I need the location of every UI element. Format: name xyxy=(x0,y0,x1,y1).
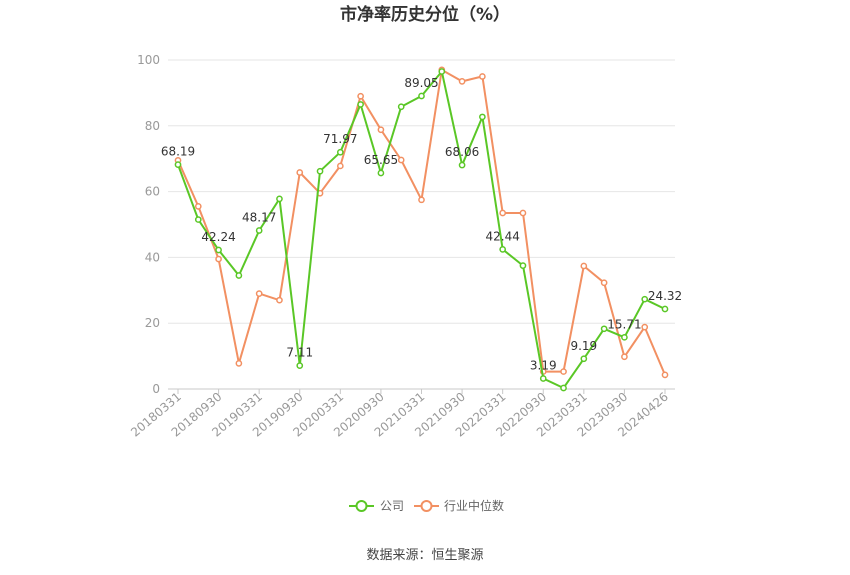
legend-label: 行业中位数 xyxy=(444,498,504,513)
data-point[interactable] xyxy=(215,246,222,254)
data-label: 9.19 xyxy=(570,339,597,353)
data-point[interactable] xyxy=(357,101,364,108)
data-point[interactable] xyxy=(174,161,182,169)
data-point[interactable] xyxy=(235,272,243,279)
data-label: 24.32 xyxy=(648,289,682,303)
legend-swatch-marker xyxy=(355,500,368,512)
data-labels: 68.19 42.24 48.17 7.11 71.97 65.65 89.05 68.06 4… xyxy=(161,76,682,372)
data-label: 48.17 xyxy=(242,211,276,225)
data-point[interactable] xyxy=(296,362,304,369)
grid xyxy=(168,59,675,324)
data-point[interactable] xyxy=(580,355,588,363)
data-point[interactable] xyxy=(215,255,222,263)
chart-title: 市净率历史分位（%） xyxy=(340,4,510,25)
data-point[interactable] xyxy=(519,262,527,269)
data-point[interactable] xyxy=(600,279,608,287)
series-layer xyxy=(174,66,669,392)
data-point[interactable] xyxy=(377,169,385,177)
legend-label: 公司 xyxy=(380,499,404,513)
data-label: 15.71 xyxy=(607,317,641,331)
data-label: 3.19 xyxy=(530,359,557,373)
data-label: 42.44 xyxy=(485,229,519,243)
axes: 0204060801002018033120180930201903312019… xyxy=(128,53,675,440)
data-point[interactable] xyxy=(661,305,669,313)
data-point[interactable] xyxy=(479,73,486,80)
data-point[interactable] xyxy=(276,195,283,203)
data-label: 42.24 xyxy=(201,230,235,244)
legend-item-1[interactable]: 行业中位数 xyxy=(414,498,504,513)
data-point[interactable] xyxy=(397,156,405,164)
data-point[interactable] xyxy=(397,103,405,111)
data-point[interactable] xyxy=(458,161,466,169)
legend-item-0[interactable]: 公司 xyxy=(349,499,404,513)
data-point[interactable] xyxy=(621,333,628,341)
data-point[interactable] xyxy=(418,92,425,100)
data-point[interactable] xyxy=(600,325,608,333)
data-point[interactable] xyxy=(235,359,243,367)
data-point[interactable] xyxy=(418,196,425,204)
data-label: 71.97 xyxy=(323,132,357,146)
data-point[interactable] xyxy=(661,371,669,379)
data-point[interactable] xyxy=(255,227,263,234)
data-point[interactable] xyxy=(276,296,283,304)
data-point[interactable] xyxy=(316,167,324,175)
data-point[interactable] xyxy=(560,384,567,392)
data-point[interactable] xyxy=(560,368,567,375)
data-point[interactable] xyxy=(519,209,527,217)
data-label: 68.06 xyxy=(445,145,479,159)
data-point[interactable] xyxy=(499,209,507,217)
data-point[interactable] xyxy=(499,246,507,253)
data-label: 89.05 xyxy=(404,76,438,90)
data-label: 65.65 xyxy=(364,153,398,167)
legend-swatch-marker xyxy=(420,500,433,512)
y-tick-label: 80 xyxy=(145,119,160,133)
source-text: 数据来源：恒生聚源 xyxy=(366,548,483,563)
y-tick-label: 40 xyxy=(145,250,160,264)
data-point[interactable] xyxy=(641,295,649,303)
data-point[interactable] xyxy=(479,113,486,121)
data-point[interactable] xyxy=(336,148,344,156)
data-point[interactable] xyxy=(641,323,649,331)
data-label: 68.19 xyxy=(161,145,195,159)
data-point[interactable] xyxy=(194,216,202,223)
data-point[interactable] xyxy=(255,290,263,297)
y-tick-label: 60 xyxy=(145,185,160,199)
data-point[interactable] xyxy=(580,262,588,270)
data-point[interactable] xyxy=(539,375,547,382)
data-point[interactable] xyxy=(194,203,202,210)
data-point[interactable] xyxy=(438,68,446,75)
data-point[interactable] xyxy=(357,92,364,100)
data-point[interactable] xyxy=(458,78,466,85)
data-label: 7.11 xyxy=(286,346,313,360)
data-point[interactable] xyxy=(377,126,385,134)
data-point[interactable] xyxy=(621,353,628,361)
y-tick-label: 100 xyxy=(137,53,160,67)
y-tick-label: 0 xyxy=(152,382,160,396)
data-point[interactable] xyxy=(336,162,344,170)
legend[interactable]: 公司 行业中位数 xyxy=(349,498,504,513)
y-tick-label: 20 xyxy=(145,316,160,330)
data-point[interactable] xyxy=(296,169,304,176)
